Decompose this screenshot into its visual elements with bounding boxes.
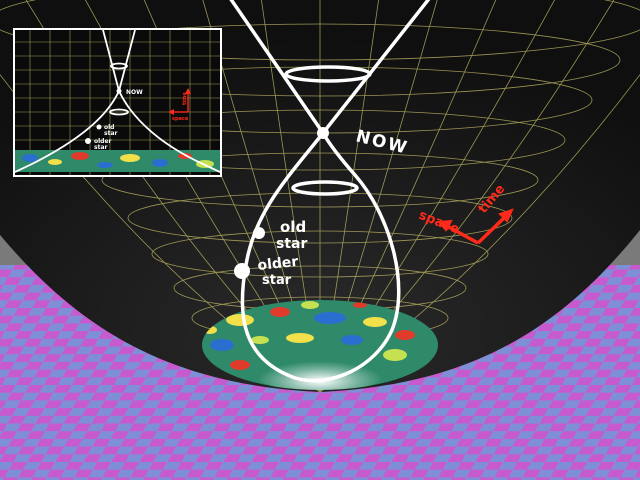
old-star-label-line1: old: [280, 218, 306, 236]
inset-old-star-line2: star: [104, 130, 117, 137]
older-star-label-line2: star: [262, 273, 292, 288]
future-cone-left: [229, 0, 325, 134]
inset-older-star-line2: star: [94, 144, 107, 151]
past-cone-ring: [291, 180, 359, 196]
future-cone-right: [321, 0, 431, 135]
inset-old-star-line1: old: [104, 124, 114, 131]
older-star-label-line1: older: [257, 254, 299, 274]
old-star-label-line2: star: [276, 236, 307, 252]
inset-time-label: time: [182, 92, 188, 105]
inset-now-label: NOW: [126, 89, 143, 96]
cmb-patch: [202, 300, 438, 390]
old-star-dot: [253, 227, 265, 239]
now-event-dot: [317, 127, 329, 139]
past-light-cone: [240, 129, 401, 383]
older-star-dot: [234, 263, 250, 279]
inset-diagram: NOW old star older star time space: [13, 28, 222, 177]
light-cone: [229, 0, 431, 383]
future-cone-ring: [284, 65, 372, 83]
inset-cmb-strip: [15, 150, 220, 172]
inset-space-label: space: [172, 116, 189, 122]
inset-older-star-line1: older: [94, 138, 112, 145]
